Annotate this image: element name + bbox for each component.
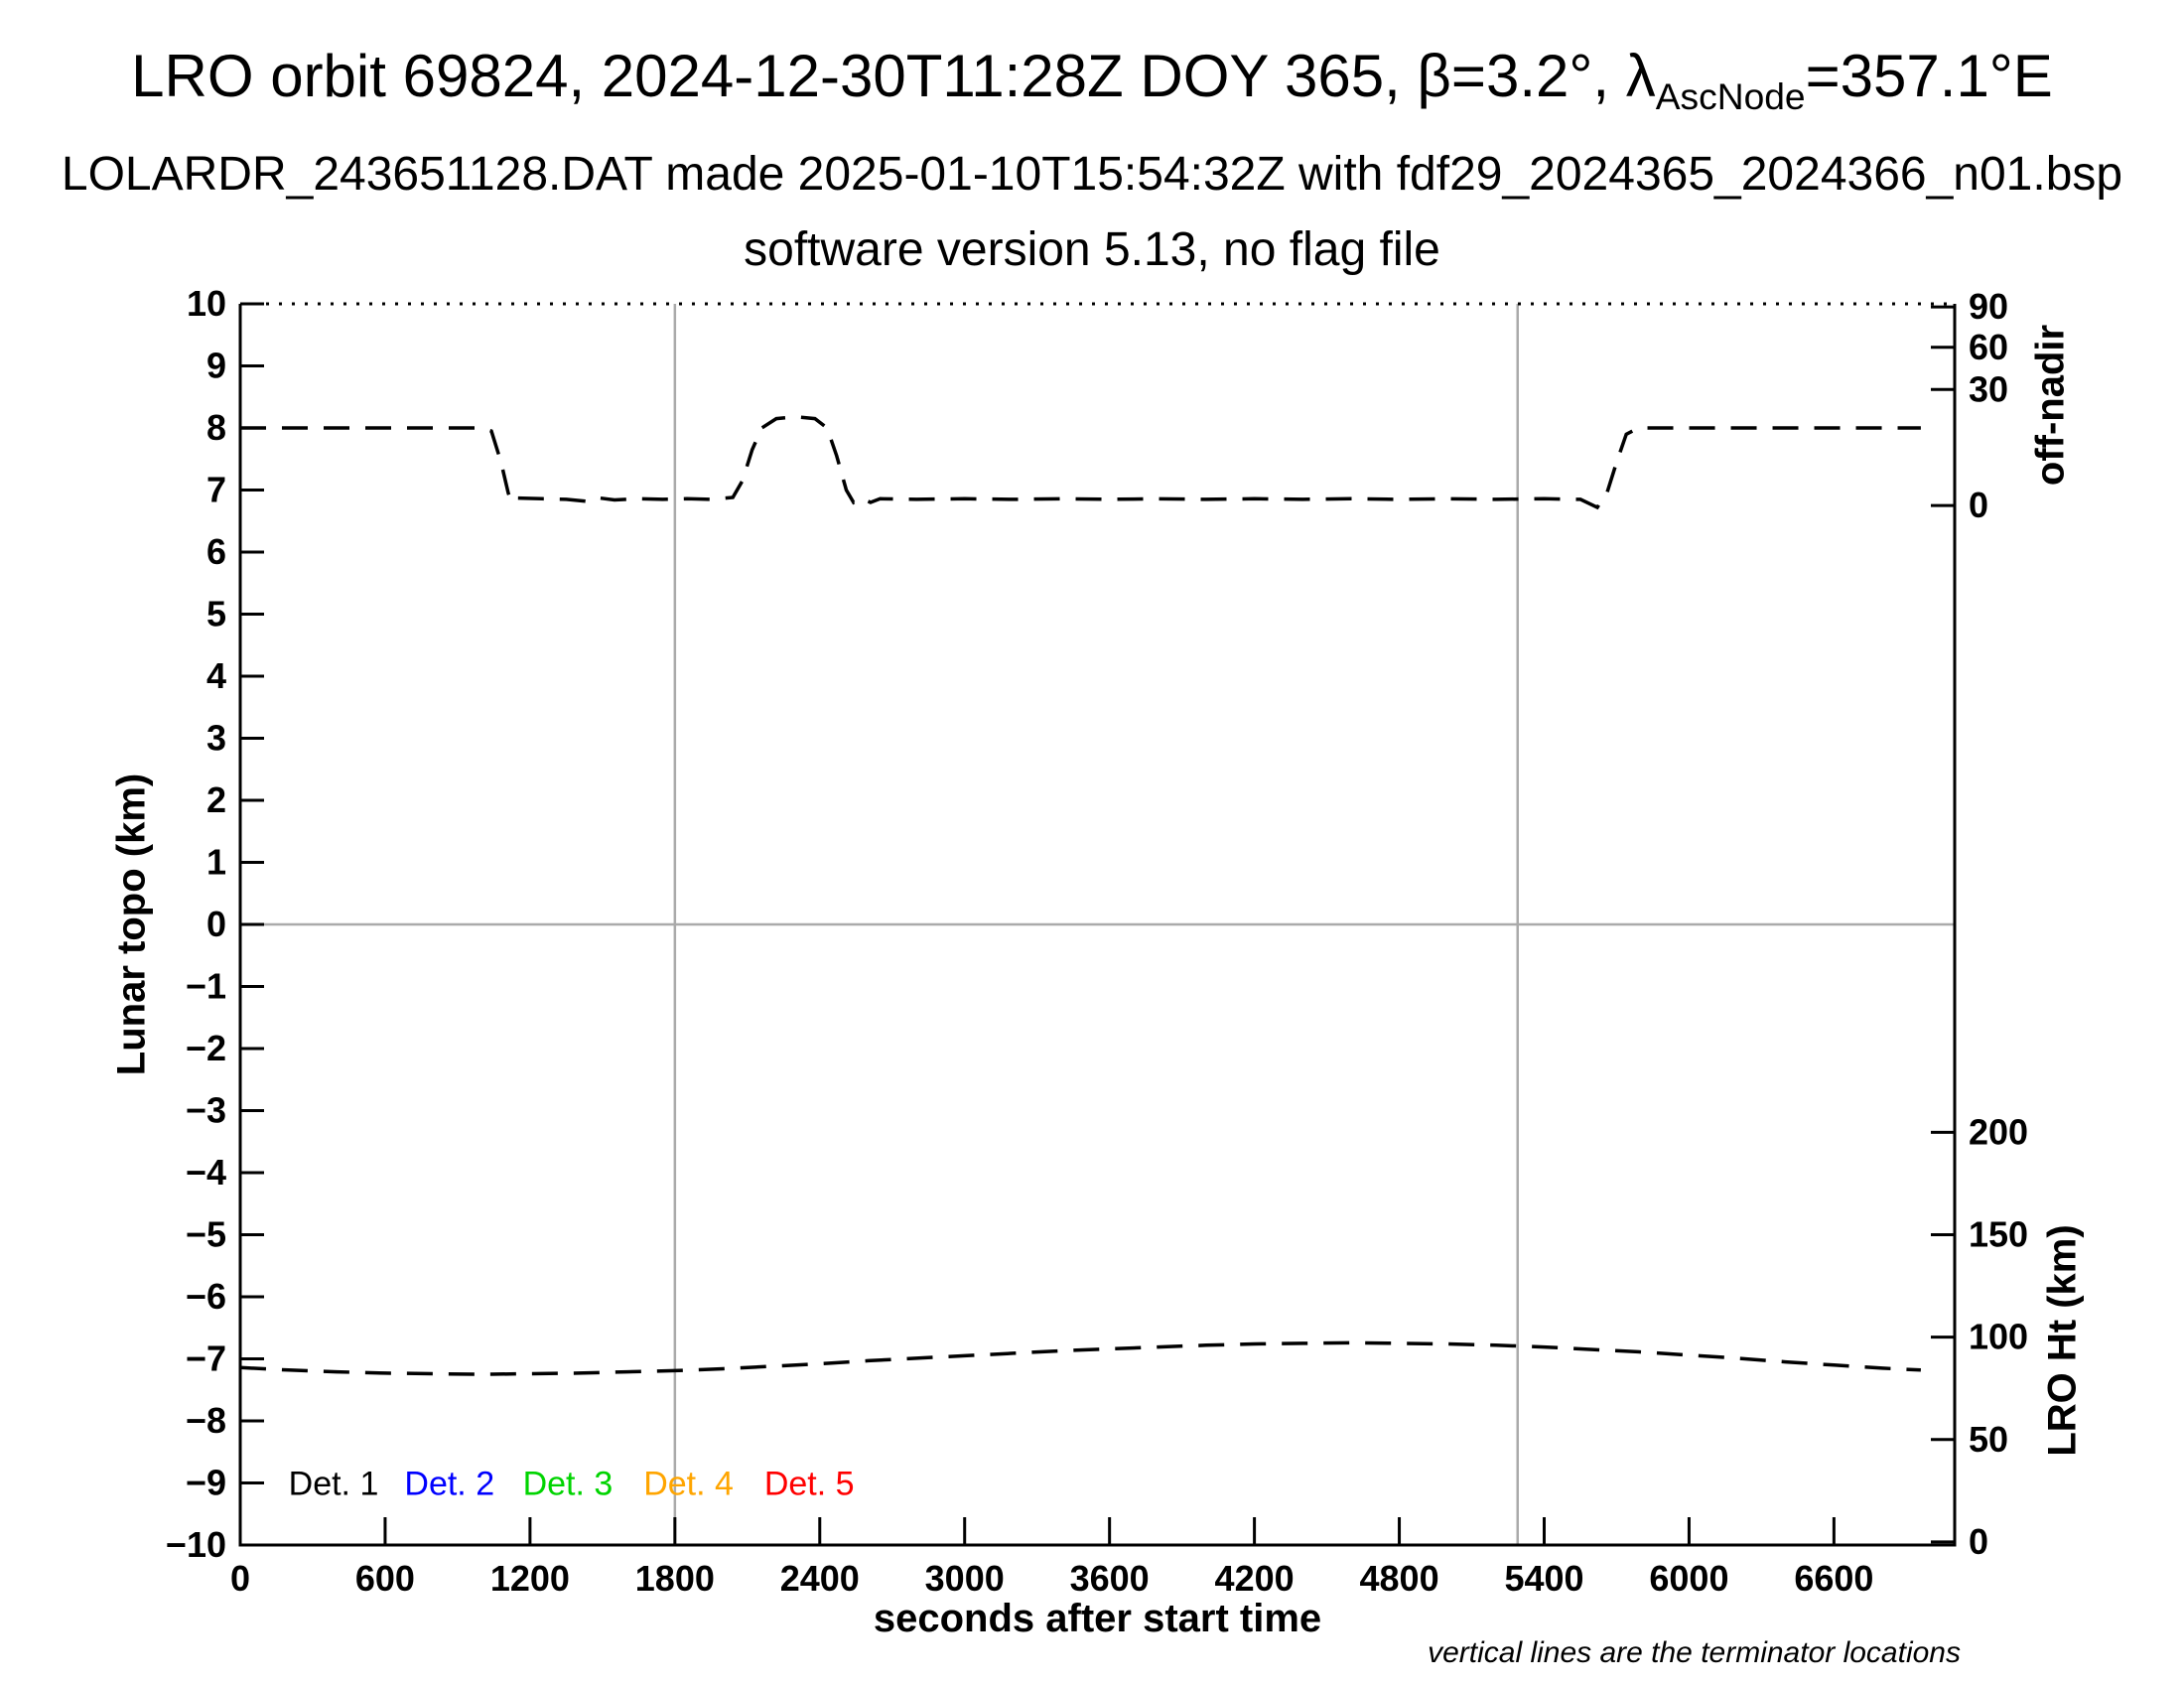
y-tick-label: 1 xyxy=(206,842,226,883)
x-tick-label: 1200 xyxy=(490,1558,570,1599)
y-tick-label: 10 xyxy=(187,283,226,324)
x-tick-label: 4800 xyxy=(1360,1558,1439,1599)
y-tick-label: 5 xyxy=(206,594,226,634)
offnadir-tick-label: 90 xyxy=(1969,286,2008,327)
x-tick-label: 600 xyxy=(355,1558,415,1599)
lro-ht-tick-label: 100 xyxy=(1969,1317,2028,1357)
title-subscript: AscNode xyxy=(1655,75,1806,117)
offnadir-tick-label: 0 xyxy=(1969,485,1988,525)
y-tick-label: 7 xyxy=(206,470,226,510)
y-tick-label: 6 xyxy=(206,531,226,572)
y-tick-label: −9 xyxy=(186,1463,226,1503)
y-tick-label: −6 xyxy=(186,1276,226,1317)
x-tick-label: 0 xyxy=(230,1558,250,1599)
lro-ht-tick-label: 50 xyxy=(1969,1419,2008,1460)
x-tick-label: 6600 xyxy=(1794,1558,1873,1599)
page-title: LRO orbit 69824, 2024-12-30T11:28Z DOY 3… xyxy=(0,42,2184,118)
right-axis-label-offnadir: off-nadir xyxy=(2028,324,2073,487)
lro-ht-tick-label: 150 xyxy=(1969,1214,2028,1255)
terminator-footnote: vertical lines are the terminator locati… xyxy=(1428,1636,1961,1669)
y-tick-label: 2 xyxy=(206,779,226,820)
y-tick-label: −8 xyxy=(186,1400,226,1441)
offnadir-angle-curve xyxy=(240,415,1921,510)
y-tick-label: −5 xyxy=(186,1214,226,1255)
y-tick-label: 0 xyxy=(206,904,226,944)
title-suffix: =357.1°E xyxy=(1805,43,2053,109)
legend-item-det-2: Det. 2 xyxy=(404,1466,494,1503)
y-tick-label: −3 xyxy=(186,1090,226,1131)
y-tick-label: −10 xyxy=(166,1524,226,1565)
subtitle-file-line: LOLARDR_243651128.DAT made 2025-01-10T15… xyxy=(61,148,2123,201)
legend-item-det-4: Det. 4 xyxy=(643,1466,734,1503)
offnadir-tick-label: 30 xyxy=(1969,368,2008,409)
y-tick-label: −2 xyxy=(186,1028,226,1068)
y-tick-label: 4 xyxy=(206,655,226,696)
y-tick-label: −1 xyxy=(186,966,226,1007)
right-axis-label-lro-ht: LRO Ht (km) xyxy=(2040,1224,2085,1457)
lro-ht-tick-label: 0 xyxy=(1969,1521,1988,1562)
x-tick-label: 4200 xyxy=(1215,1558,1295,1599)
x-tick-label: 5400 xyxy=(1504,1558,1583,1599)
legend-item-det-3: Det. 3 xyxy=(523,1466,614,1503)
offnadir-tick-label: 60 xyxy=(1969,327,2008,367)
legend-item-det-5: Det. 5 xyxy=(764,1466,855,1503)
y-tick-label: −4 xyxy=(186,1152,226,1193)
x-tick-label: 3600 xyxy=(1070,1558,1150,1599)
y-tick-label: 3 xyxy=(206,718,226,759)
x-tick-label: 1800 xyxy=(635,1558,715,1599)
legend-item-det-1: Det. 1 xyxy=(289,1466,379,1503)
y-tick-label: 8 xyxy=(206,407,226,448)
y-tick-label: −7 xyxy=(186,1338,226,1379)
x-tick-label: 3000 xyxy=(925,1558,1005,1599)
y-tick-label: 9 xyxy=(206,346,226,386)
x-tick-label: 6000 xyxy=(1649,1558,1728,1599)
title-text: LRO orbit 69824, 2024-12-30T11:28Z DOY 3… xyxy=(131,43,1656,109)
y-axis-label-lunar-topo: Lunar topo (km) xyxy=(109,773,154,1076)
x-tick-label: 2400 xyxy=(780,1558,860,1599)
lro-height-curve xyxy=(239,1340,1921,1376)
lro-ht-tick-label: 200 xyxy=(1969,1111,2028,1152)
x-axis-label: seconds after start time xyxy=(873,1597,1322,1640)
subtitle-version-line: software version 5.13, no flag file xyxy=(744,223,1440,276)
